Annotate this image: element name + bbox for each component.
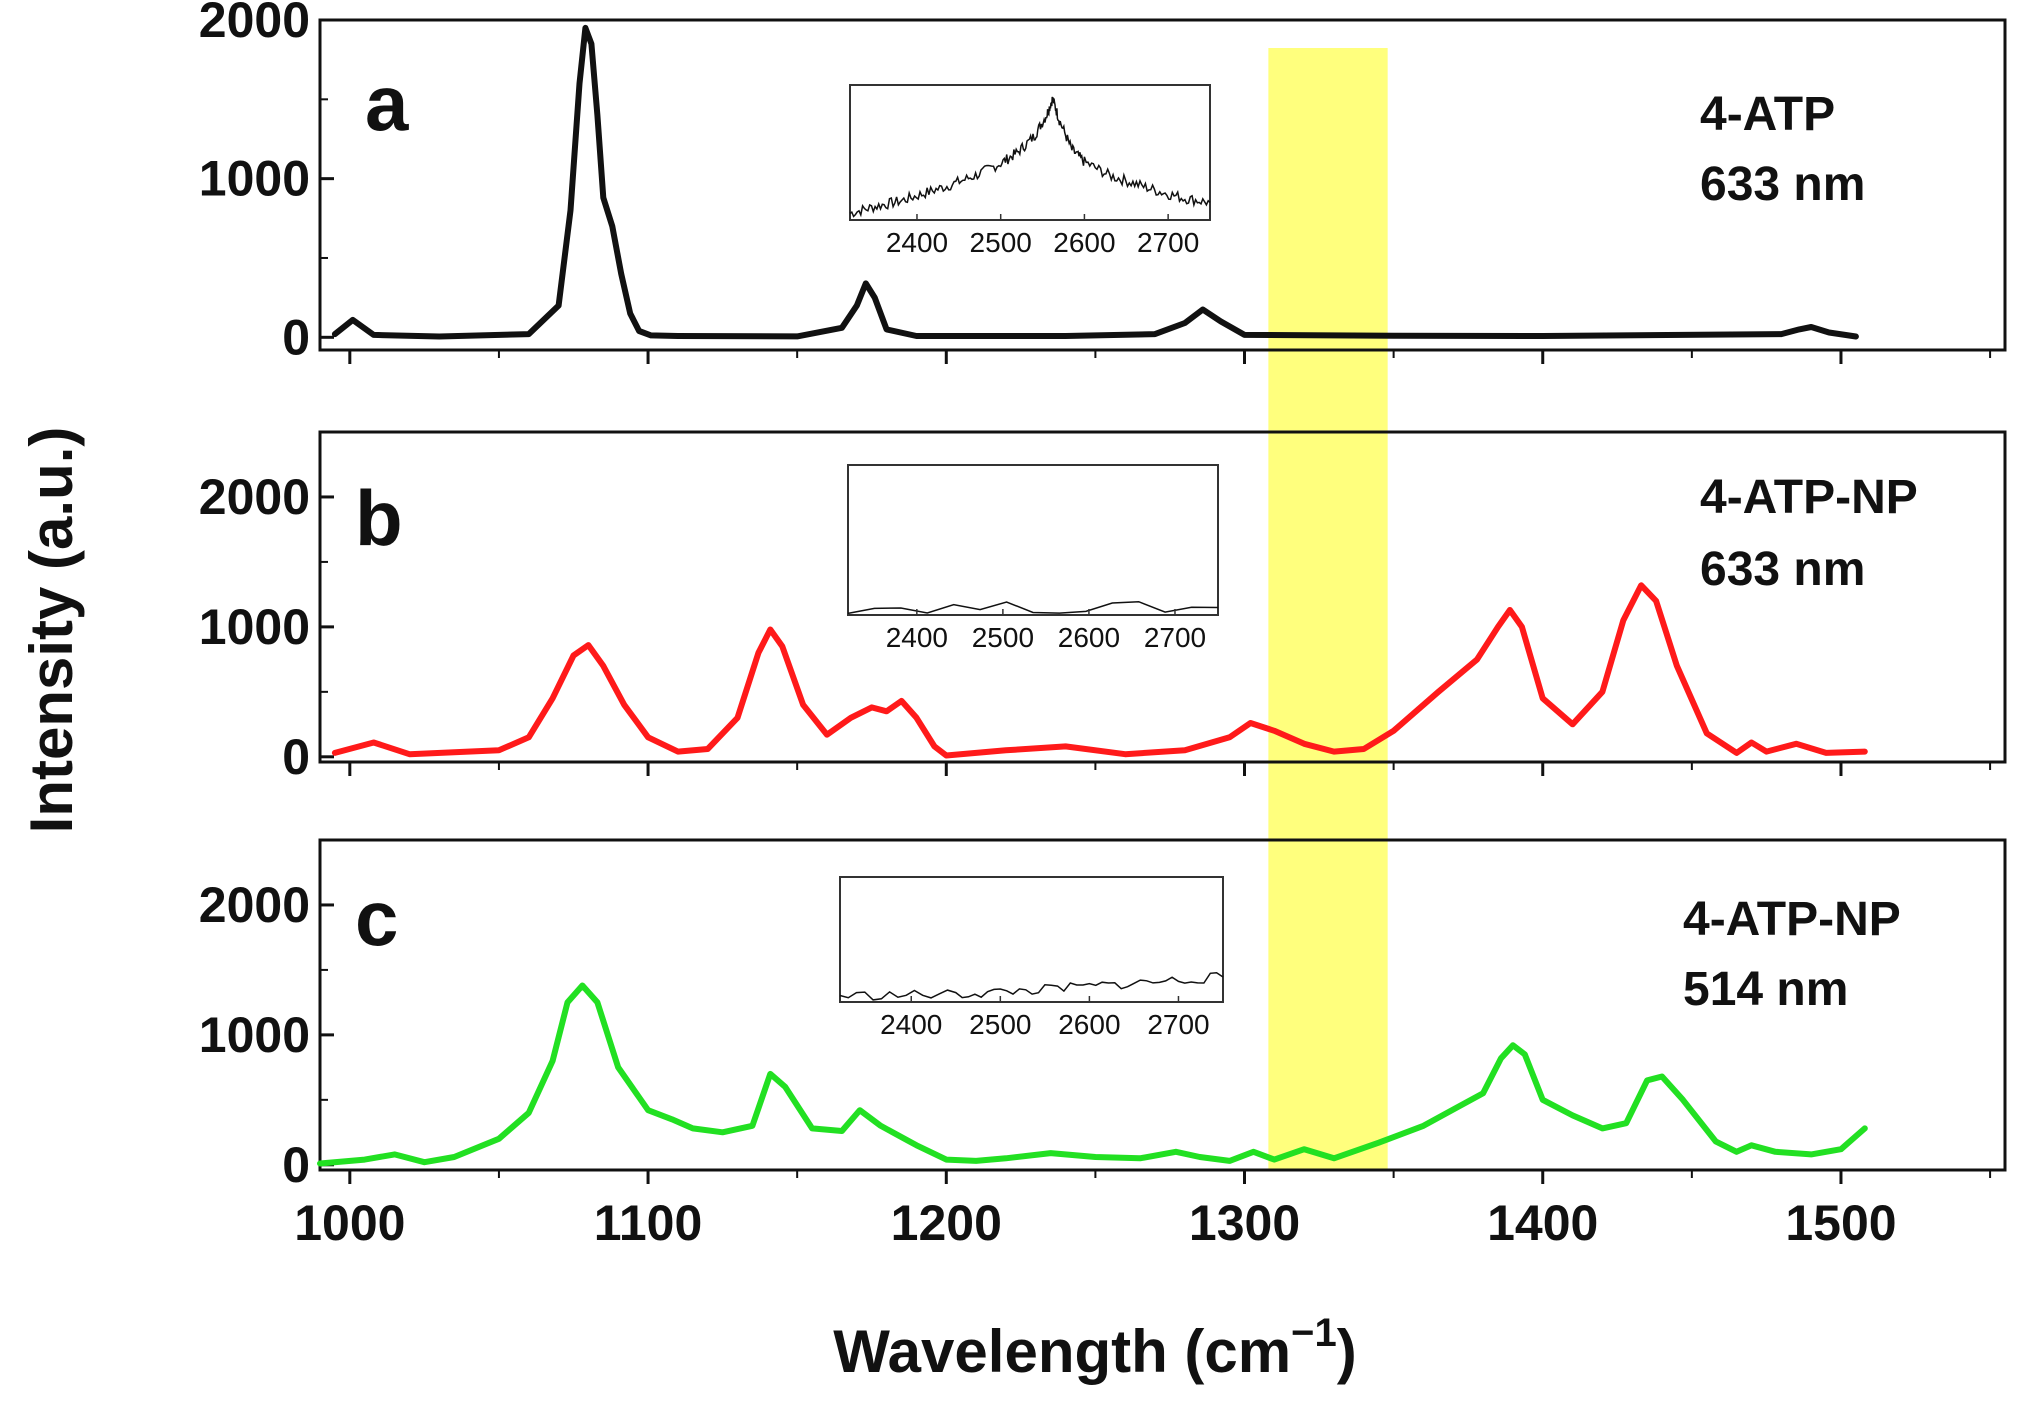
inset-line [847, 600, 1219, 615]
inset-x-tick-label: 2600 [1053, 227, 1115, 258]
panel-a: 0 1000 2000 a 4-ATP 633 nm 2400 2500 2600 2700 [199, 0, 2007, 365]
x-axis-title-close: ) [1337, 1318, 1357, 1385]
x-tick-label: 1400 [1487, 1195, 1598, 1251]
x-tick-label: 1100 [594, 1195, 702, 1251]
inset-x-tick-label: 2500 [972, 622, 1034, 653]
spectrum-line-a [331, 24, 1859, 340]
x-tick-label: 1200 [891, 1195, 1002, 1251]
panels-layer: 0 1000 2000 a 4-ATP 633 nm 2400 2500 2600 2700 0 10… [199, 0, 2007, 1193]
inset-x-tick-label: 2500 [969, 1009, 1031, 1040]
inset-x-tick-label: 2700 [1137, 227, 1199, 258]
y-tick-label: 2000 [199, 877, 310, 933]
highlight-band [1268, 48, 1388, 1170]
panel-wavelength-label: 633 nm [1700, 543, 1865, 596]
panel-wavelength-label: 633 nm [1700, 158, 1865, 211]
x-axis: 1000 1100 1200 1300 1400 1500 [294, 1195, 1896, 1251]
inset-c: 2400 2500 2600 2700 [839, 876, 1224, 1040]
inset-x-tick-label: 2700 [1144, 622, 1206, 653]
inset-frame [839, 876, 1224, 1003]
inset-x-tick-label: 2500 [970, 227, 1032, 258]
panel-b: 0 1000 2000 b 4-ATP-NP 633 nm 2400 2500 2600 2700 [199, 430, 2007, 785]
panel-c: 0 1000 2000 c 4-ATP-NP 514 nm 2400 2500 2600 2700 [199, 838, 2007, 1193]
inset-a: 2400 2500 2600 2700 [849, 84, 1211, 258]
panel-frame [318, 838, 2007, 1172]
inset-x-tick-label: 2400 [880, 1009, 942, 1040]
spectrum-line-b [331, 582, 1868, 759]
panel-frame [318, 430, 2007, 764]
panel-sample-label: 4-ATP [1700, 88, 1835, 141]
inset-b: 2400 2500 2600 2700 [847, 464, 1219, 653]
y-tick-label: 0 [282, 729, 310, 785]
highlight-band-layer [1268, 48, 1388, 1170]
y-axis-title: Intensity (a.u.) [18, 427, 85, 834]
y-tick-label: 1000 [199, 151, 310, 207]
x-axis-title-main: Wavelength (cm [833, 1318, 1291, 1385]
panel-frame [318, 18, 2007, 352]
x-axis-title: Wavelength (cm−1) [833, 1311, 1356, 1385]
x-tick-label: 1300 [1189, 1195, 1300, 1251]
inset-x-tick-label: 2600 [1058, 622, 1120, 653]
inset-line [849, 96, 1211, 218]
panel-letter: a [365, 59, 409, 147]
x-tick-label: 1500 [1785, 1195, 1896, 1251]
inset-x-tick-label: 2400 [886, 227, 948, 258]
panel-sample-label: 4-ATP-NP [1683, 893, 1901, 946]
inset-x-tick-label: 2400 [886, 622, 948, 653]
y-tick-label: 1000 [199, 599, 310, 655]
y-tick-label: 0 [282, 309, 310, 365]
inset-frame [847, 464, 1219, 616]
panel-wavelength-label: 514 nm [1683, 963, 1848, 1016]
y-tick-label: 2000 [199, 469, 310, 525]
y-tick-label: 2000 [199, 0, 310, 48]
inset-line [839, 972, 1224, 1001]
y-tick-label: 1000 [199, 1007, 310, 1063]
spectrum-line-c [317, 982, 1868, 1167]
panel-letter: c [355, 874, 398, 962]
y-tick-label: 0 [282, 1137, 310, 1193]
x-axis-title-superscript: −1 [1291, 1311, 1337, 1355]
inset-x-tick-label: 2600 [1058, 1009, 1120, 1040]
panel-letter: b [355, 474, 403, 562]
inset-x-tick-label: 2700 [1147, 1009, 1209, 1040]
panel-sample-label: 4-ATP-NP [1700, 471, 1918, 524]
x-tick-label: 1000 [294, 1195, 405, 1251]
